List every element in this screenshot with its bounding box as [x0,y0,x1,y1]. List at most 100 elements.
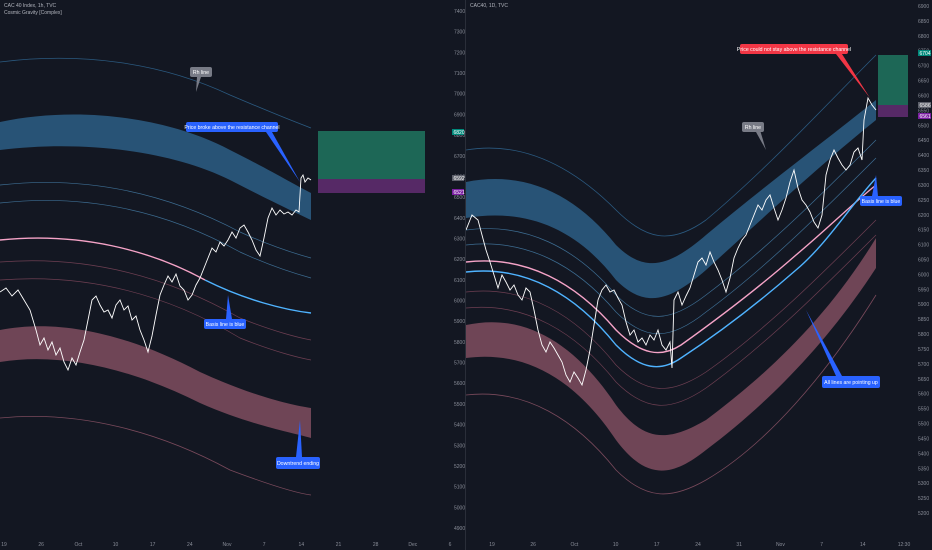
svg-text:Basis line is blue: Basis line is blue [206,322,245,328]
price-axis-label: 5800 [454,340,465,346]
time-axis-label: 19 [489,542,495,548]
red-line-2 [466,234,877,406]
lower-outer-line [0,415,312,496]
price-axis-label: 6700 [454,154,465,160]
left-chart-pane[interactable]: 7400730072007100700069006800670066006500… [0,0,466,550]
time-axis-label: 7 [263,542,266,548]
price-axis-label: 6250 [918,198,929,204]
price-axis-label: 5850 [918,317,929,323]
price-axis-label: 6050 [918,258,929,264]
price-axis-label: 6000 [454,299,465,305]
time-axis-label: 17 [150,542,156,548]
price-axis-label: 5650 [918,377,929,383]
right-chart-legend: CAC40, 1D, TVC [470,3,508,10]
callout-lines-pointing-up[interactable]: All lines are pointing up [806,310,880,388]
right-chart-canvas[interactable]: 6900685068006750670066506600655065006450… [466,0,932,550]
left-price-tags: 6820 6592 6521 [452,129,465,196]
callout-rh-line[interactable]: Rh line [190,67,212,92]
price-axis-label: 5700 [918,362,929,368]
stop-loss-zone[interactable] [878,105,908,117]
left-price-axis[interactable]: 7400730072007100700069006800670066006500… [454,9,465,532]
callout-basis-line[interactable]: Basis line is blue [860,175,902,206]
lower-support-band [0,326,311,438]
time-axis-label: Nov [223,542,232,548]
time-axis-label: 7 [820,542,823,548]
price-axis-label: 6100 [454,278,465,284]
price-tag-1: 6704 [920,51,931,57]
red-line-1 [0,260,312,341]
price-axis-label: 5500 [918,422,929,428]
price-axis-label: 7300 [454,30,465,36]
rh-line [466,54,877,237]
price-axis-label: 6550 [918,108,929,114]
right-chart-pane[interactable]: 6900685068006750670066506600655065006450… [466,0,932,550]
price-axis-label: 6800 [918,34,929,40]
time-axis-label: 24 [187,542,193,548]
price-axis-label: 6300 [918,183,929,189]
callout-rh-line[interactable]: Rh line [742,122,766,150]
price-axis-label: 4900 [454,526,465,532]
price-axis-label: 5200 [918,511,929,517]
svg-text:Basis line is blue: Basis line is blue [862,199,901,205]
time-axis-label: 14 [860,542,866,548]
price-tag-2: 6592 [454,176,465,182]
right-price-tags: 6704 6586 6561 [918,50,931,120]
price-axis-label: 6400 [918,153,929,159]
time-axis-label: 6 [449,542,452,548]
price-axis-label: 6650 [918,79,929,85]
price-axis-label: 6200 [918,213,929,219]
upper-resistance-band [0,114,311,220]
right-time-axis[interactable]: 19 26 Oct 10 17 24 31 Nov 7 14 12:30 [489,542,910,548]
price-axis-label: 5300 [454,443,465,449]
take-profit-zone[interactable] [318,131,425,179]
svg-text:All lines are pointing up: All lines are pointing up [824,380,878,386]
callout-broke-resistance[interactable]: Price broke above the resistance channel [184,122,300,182]
price-axis-label: 6150 [918,228,929,234]
price-axis-label: 6200 [454,257,465,263]
pane-separator[interactable] [465,0,466,550]
price-axis-label: 5900 [918,302,929,308]
price-axis-label: 5600 [454,381,465,387]
left-indicator-line: Cosmic Gravity [Complex] [4,10,62,16]
time-axis-label: Oct [74,542,82,548]
time-axis-label: 19 [1,542,7,548]
time-axis-label: 10 [613,542,619,548]
price-axis-label: 6000 [918,272,929,278]
blue-line-2 [466,157,877,334]
right-symbol-line: CAC40, 1D, TVC [470,3,508,9]
price-axis-label: 6450 [918,138,929,144]
left-time-axis[interactable]: 19 26 Oct 10 17 24 Nov 7 14 21 28 Dec 6 [1,542,451,548]
callout-basis-line[interactable]: Basis line is blue [204,295,246,329]
price-axis-label: 6500 [918,123,929,129]
time-axis-label: 14 [299,542,305,548]
price-axis-label: 6300 [454,236,465,242]
time-axis-label: 17 [654,542,660,548]
price-axis-label: 6900 [454,112,465,118]
stop-loss-zone[interactable] [318,179,425,193]
price-axis-label: 5300 [918,481,929,487]
time-axis-label: 26 [530,542,536,548]
left-chart-canvas[interactable]: 7400730072007100700069006800670066006500… [0,0,466,550]
svg-text:Rh line: Rh line [193,70,209,76]
callout-downtrend-ending[interactable]: Downtrend ending [276,420,320,469]
basis-line [204,279,312,314]
price-line [466,96,877,387]
svg-text:Price could not stay above the: Price could not stay above the resistanc… [737,47,851,53]
price-axis-label: 6400 [454,216,465,222]
price-axis-label: 7400 [454,9,465,15]
time-axis-label: 28 [373,542,379,548]
time-axis-label: 12:30 [898,542,911,548]
price-axis-label: 5500 [454,402,465,408]
callout-resistance-failed[interactable]: Price could not stay above the resistanc… [737,44,870,98]
take-profit-zone[interactable] [878,55,908,105]
right-price-axis[interactable]: 6900685068006750670066506600655065006450… [918,4,929,517]
svg-text:Downtrend ending: Downtrend ending [277,461,319,467]
upper-resistance-band [466,100,876,299]
price-axis-label: 6500 [454,195,465,201]
price-axis-label: 5550 [918,407,929,413]
svg-text:Rh line: Rh line [745,125,761,131]
time-axis-label: 10 [113,542,119,548]
price-tag-3: 6561 [920,114,931,120]
price-axis-label: 5750 [918,347,929,353]
price-line [0,173,312,372]
